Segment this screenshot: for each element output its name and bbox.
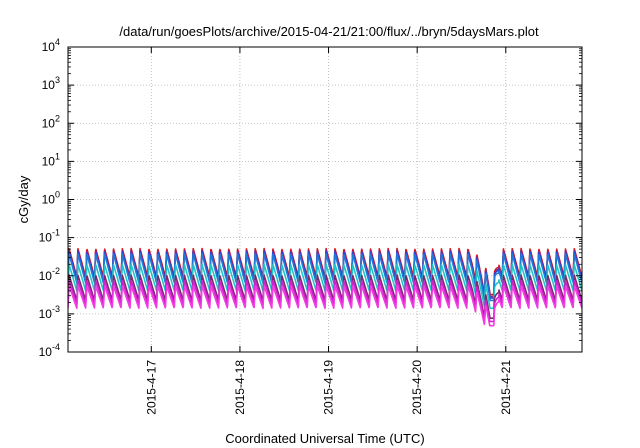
y-axis-label: cGy/day [16,175,31,223]
x-tick-label: 2015-4-19 [322,360,336,415]
y-tick-label: 10-2 [39,266,60,283]
x-axis-label: Coordinated Universal Time (UTC) [225,431,424,446]
y-tick-label: 104 [42,37,60,54]
series-lines [68,247,582,327]
y-tick-label: 10-3 [39,304,60,321]
axes: 104 103 102 101 100 10-1 10-2 10-3 10-4 2015-4-17… [39,37,582,415]
chart-title: /data/run/goesPlots/archive/2015-04-21/2… [119,24,539,39]
x-tick-label: 2015-4-18 [233,360,247,415]
y-tick-label: 101 [42,151,60,168]
y-tick-label: 10-4 [39,342,60,359]
y-tick-label: 10-1 [39,228,60,245]
y-tick-label: 102 [42,113,60,130]
x-tick-label: 2015-4-17 [144,360,158,415]
y-tick-label: 100 [42,190,60,207]
y-tick-label: 103 [42,75,60,92]
x-tick-label: 2015-4-20 [410,360,424,415]
x-tick-label: 2015-4-21 [499,360,513,415]
series-line-7 [68,284,582,327]
